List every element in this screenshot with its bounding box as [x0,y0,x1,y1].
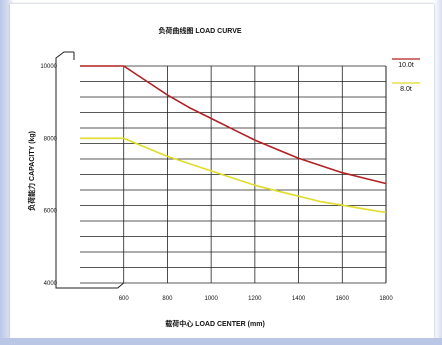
x-tick-labels: 600 800 1000 1200 1400 1600 1800 [119,296,394,302]
chart-title: 负荷曲线图 LOAD CURVE [158,26,241,35]
y-axis-label: 负荷能力 CAPACITY (kg) [27,131,36,211]
x-tick-label: 1000 [204,296,218,302]
legend-label: 8.0t [400,86,412,93]
y-tick-label: 8000 [44,136,58,142]
x-tick-label: 1200 [248,296,262,302]
bracket-line [55,51,125,289]
grid [80,65,387,284]
legend: 10.0t 8.0t [392,58,420,93]
x-tick-label: 1800 [379,296,393,302]
series-line-0 [80,65,387,185]
chart-frame [10,4,434,338]
x-tick-label: 1600 [336,296,350,302]
y-tick-label: 10000 [40,64,57,70]
x-tick-label: 800 [162,296,173,302]
x-tick-label: 1400 [292,296,306,302]
x-tick-label: 600 [119,296,130,302]
y-tick-label: 4000 [44,281,58,287]
x-axis-label: 载荷中心 LOAD CENTER (mm) [165,319,265,328]
axis-bracket [55,51,125,289]
legend-label: 10.0t [398,62,414,69]
series-line-1 [80,137,387,214]
bottom-band [0,338,442,345]
y-tick-labels: 4000 6000 8000 10000 [40,64,57,287]
series-lines [80,65,387,214]
y-tick-label: 6000 [44,209,58,215]
